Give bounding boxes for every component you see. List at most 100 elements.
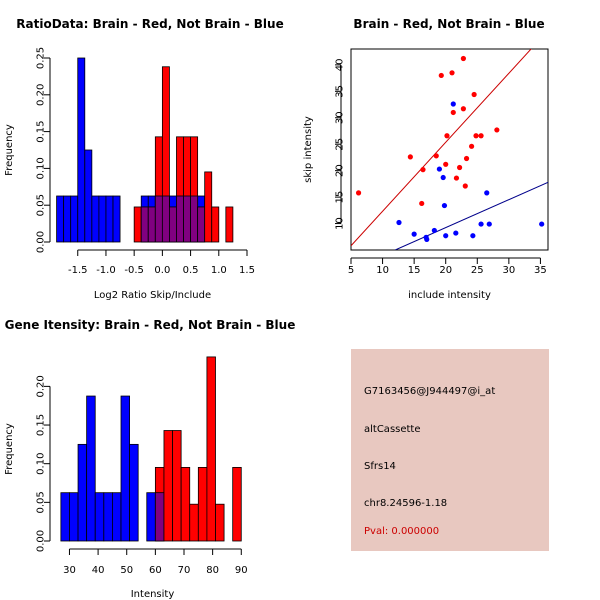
intensity_scatter-y-tick-label: 20 [335, 164, 346, 177]
gene-name: Sfrs14 [364, 461, 396, 472]
intensity_hist-x-tick-label: 50 [120, 565, 133, 576]
intensity_scatter-point-brain [443, 161, 449, 167]
intensity_scatter-point-not-brain [486, 221, 492, 227]
intensity_scatter-x-tick-label: 5 [348, 265, 354, 276]
intensity_scatter-ylabel: skip intensity [303, 116, 314, 183]
ratio_hist-y-tick-label: 0.10 [36, 157, 47, 179]
ratio_hist-bar-overlap [140, 206, 149, 243]
intensity_hist-y-tick-label: 0.15 [36, 414, 47, 436]
intensity_hist-x-tick-label: 40 [92, 565, 105, 576]
intensity_scatter-trend-not-brain [394, 181, 548, 250]
intensity_scatter-x-tick-label: 15 [408, 265, 421, 276]
intensity_hist-bar-not-brain [60, 492, 70, 542]
intensity_hist-y-tick-label: 0.10 [36, 453, 47, 475]
ratio_hist-x-tick-label: 0.5 [183, 265, 199, 276]
intensity_scatter-point-brain [438, 72, 444, 79]
intensity_scatter-point-brain [471, 91, 477, 98]
intensity_hist-x-tick-label: 30 [63, 565, 76, 576]
intensity_scatter-x-tick-label: 35 [534, 265, 547, 276]
intensity_scatter-x-tick-label: 30 [502, 265, 515, 276]
event-type: altCassette [364, 424, 421, 435]
intensity_scatter-plot-box [350, 48, 549, 251]
ratio_hist-bar-not-brain [84, 149, 93, 243]
intensity_hist-bar-brain [197, 466, 208, 542]
ratio_hist-bar-not-brain [63, 195, 72, 243]
intensity_scatter-point-not-brain [443, 233, 449, 239]
intensity_hist-bar-brain [206, 356, 216, 542]
intensity_scatter-point-brain [444, 133, 450, 139]
intensity_scatter-point-not-brain [470, 233, 476, 239]
intensity_hist-bar-brain [180, 466, 191, 542]
ratio_hist-bar-not-brain [91, 195, 100, 243]
intensity_scatter-point-brain [460, 55, 466, 62]
intensity_scatter-point-brain [494, 127, 500, 133]
ratio_hist-bar-overlap [161, 195, 170, 243]
ratio_hist-bar-overlap [183, 195, 191, 243]
intensity_hist-bar-brain [163, 430, 173, 542]
intensity_scatter-point-brain [453, 175, 460, 181]
ratio_hist-x-tick-label: -1.0 [96, 265, 116, 276]
ratio_hist-bar-not-brain [98, 195, 107, 243]
intensity_hist-y-tick-label: 0.00 [36, 530, 47, 552]
intensity_hist-x-tick-label: 80 [206, 565, 219, 576]
intensity_hist-bar-not-brain [69, 492, 79, 542]
intensity_hist-bar-brain [172, 430, 182, 542]
intensity_hist-bar-not-brain [146, 492, 156, 542]
ratio_hist-x-tick-label: 0.0 [154, 265, 170, 276]
ratio_hist-bar-not-brain [70, 195, 79, 243]
intensity_scatter-title: Brain - Red, Not Brain - Blue [353, 17, 544, 31]
intensity_scatter-point-brain [419, 200, 425, 207]
intensity_scatter-point-brain [463, 155, 470, 162]
intensity_scatter-y-tick-label: 25 [335, 138, 346, 151]
intensity_scatter-point-not-brain [441, 202, 448, 209]
intensity_scatter-point-not-brain [436, 166, 442, 172]
ratio_hist-title: RatioData: Brain - Red, Not Brain - Blue [16, 17, 283, 31]
ratio_hist-bar-not-brain [56, 195, 65, 243]
ratio_hist-bar-overlap [190, 195, 199, 243]
ratio_hist-bar-brain [204, 171, 213, 243]
intensity_hist-bar-not-brain [120, 395, 130, 542]
intensity_scatter-y-tick-label: 15 [335, 191, 346, 204]
gene-location: chr8.24596-1.18 [364, 498, 448, 509]
intensity_hist-x-tick-label: 60 [149, 565, 162, 576]
intensity_hist-bar-not-brain [103, 492, 113, 542]
intensity_scatter-point-not-brain [411, 231, 417, 237]
ratio_hist-bar-not-brain [77, 57, 86, 243]
intensity_scatter-point-brain [460, 106, 466, 112]
intensity_scatter-x-tick-label: 20 [439, 265, 452, 276]
ratio_hist-x-tick-label: 1.5 [239, 265, 255, 276]
intensity_scatter-point-not-brain [478, 221, 484, 227]
intensity_scatter-point-brain [449, 70, 455, 76]
intensity_scatter-y-tick-label: 10 [335, 217, 346, 230]
intensity_hist-x-tick-label: 70 [178, 565, 191, 576]
intensity_scatter-x-tick-label: 25 [471, 265, 484, 276]
ratio_hist-bar-overlap [147, 206, 156, 243]
ratio_hist-xlabel: Log2 Ratio Skip/Include [94, 290, 211, 301]
ratio_hist-bar-brain [225, 206, 234, 243]
ratio_hist-x-tick-label: -0.5 [124, 265, 144, 276]
intensity_hist-bar-not-brain [77, 443, 88, 542]
intensity_scatter-point-not-brain [539, 221, 545, 227]
intensity_scatter-point-not-brain [424, 236, 430, 243]
intensity_hist-xlabel: Intensity [131, 589, 175, 600]
intensity_scatter-y-tick-label: 40 [335, 59, 346, 72]
intensity_scatter-point-not-brain [440, 174, 446, 181]
ratio_hist-bar-overlap [169, 206, 177, 243]
probe-id: G7163456@J944497@i_at [364, 386, 496, 397]
ratio_hist-bar-not-brain [105, 195, 114, 243]
ratio_hist-bar-overlap [197, 206, 206, 243]
intensity_scatter-y-tick-label: 30 [335, 111, 346, 124]
intensity_hist-bar-not-brain [94, 492, 105, 542]
intensity_hist-ylabel: Frequency [4, 423, 15, 475]
intensity_hist-x-tick-label: 90 [235, 565, 248, 576]
intensity_hist-title: Gene Itensity: Brain - Red, Not Brain - … [5, 318, 296, 332]
intensity_hist-bar-not-brain [86, 395, 96, 542]
intensity_scatter-y-tick-label: 35 [335, 85, 346, 98]
intensity_hist-bar-not-brain [129, 443, 139, 542]
intensity_scatter-point-brain [457, 164, 463, 171]
ratio_hist-x-tick-label: -1.5 [68, 265, 88, 276]
ratio_hist-bar-brain [211, 206, 220, 243]
intensity_hist-y-tick-label: 0.20 [36, 375, 47, 397]
ratio_hist-bar-not-brain [112, 195, 121, 243]
